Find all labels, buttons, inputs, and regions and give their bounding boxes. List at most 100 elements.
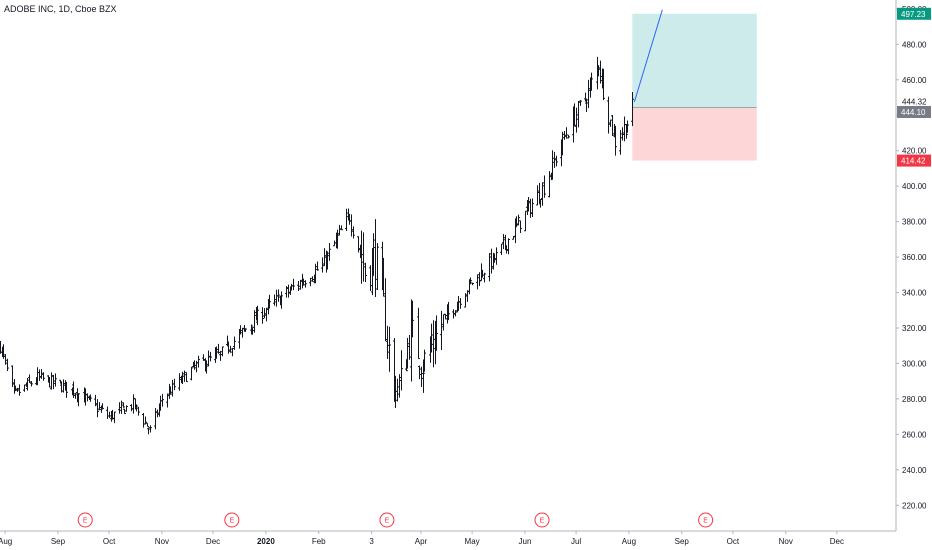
ohlc-bar xyxy=(481,270,484,278)
last-price-badge-bg xyxy=(897,105,931,118)
ohlc-bar xyxy=(599,60,602,84)
ohlc-bar xyxy=(94,394,97,407)
ohlc-bar xyxy=(362,232,365,282)
ohlc-bar xyxy=(197,355,200,368)
ohlc-bar xyxy=(263,308,266,319)
ohlc-bar xyxy=(442,314,445,331)
ohlc-bar xyxy=(309,277,312,287)
ohlc-bar xyxy=(86,393,89,402)
ohlc-bar xyxy=(181,371,184,384)
ohlc-bar xyxy=(65,381,68,398)
ohlc-bar xyxy=(548,171,551,198)
price-tick-label: 400.00 xyxy=(902,182,927,191)
earnings-circle xyxy=(379,512,395,528)
price-tick-label: 240.00 xyxy=(902,466,927,475)
ohlc-bar xyxy=(193,360,196,370)
ohlc-bar xyxy=(394,375,397,408)
ohlc-bar xyxy=(490,248,493,274)
ohlc-bar xyxy=(297,281,300,292)
ohlc-bar xyxy=(11,365,14,388)
price-tick-label: 480.00 xyxy=(902,40,927,49)
ohlc-bar xyxy=(52,374,55,390)
earnings-circle xyxy=(224,512,240,528)
ohlc-bar xyxy=(400,350,403,391)
ohlc-bar xyxy=(231,347,234,357)
ohlc-bar xyxy=(398,374,401,398)
ohlc-bar xyxy=(430,323,433,353)
ohlc-bar xyxy=(275,289,278,307)
ohlc-bar xyxy=(277,289,280,302)
time-tick-label: Apr xyxy=(415,537,428,546)
ohlc-bar xyxy=(241,327,244,338)
ohlc-bar xyxy=(302,278,305,286)
ohlc-bar xyxy=(500,243,503,255)
ohlc-bar xyxy=(411,300,414,338)
ohlc-bar xyxy=(314,263,317,284)
time-tick-label: Aug xyxy=(622,537,636,546)
ohlc-bar xyxy=(469,277,472,285)
time-tick-label: Sep xyxy=(51,537,66,546)
ohlc-bar xyxy=(631,91,634,127)
ohlc-bar xyxy=(253,310,256,333)
ohlc-bar xyxy=(54,373,57,387)
ohlc-bar xyxy=(326,251,329,270)
ohlc-bar xyxy=(251,326,254,335)
price-axis: 220.00 240.00 260.00 280.00 300.00 320.00 340.… xyxy=(895,0,927,531)
ohlc-bar xyxy=(563,131,566,140)
price-badges: 497.23 444.10 414.42 xyxy=(897,7,931,167)
time-tick-label: Aug xyxy=(0,537,12,546)
ohlc-bar xyxy=(567,134,570,139)
ohlc-bar xyxy=(299,279,302,290)
ohlc-bar xyxy=(369,265,372,292)
ohlc-bar xyxy=(89,394,92,402)
stop-price-badge-text: 414.42 xyxy=(901,157,926,166)
ohlc-bar xyxy=(304,280,307,288)
ohlc-bar xyxy=(464,293,467,308)
price-tick-label: 340.00 xyxy=(902,289,927,298)
ohlc-bar xyxy=(77,393,80,407)
ohlc-bar xyxy=(483,272,486,283)
ohlc-bar xyxy=(447,301,450,321)
price-tick-label: 320.00 xyxy=(902,324,927,333)
ohlc-bar xyxy=(101,403,104,410)
ohlc-bar xyxy=(575,107,578,133)
ohlc-bar xyxy=(74,392,77,399)
earnings-label: E xyxy=(83,518,88,525)
ohlc-bar xyxy=(543,175,546,198)
ohlc-bar xyxy=(16,387,19,392)
stop-price-badge-bg xyxy=(897,154,931,167)
ohlc-bar xyxy=(268,294,271,309)
ohlc-bar xyxy=(219,350,222,361)
ohlc-bar xyxy=(607,96,610,134)
ohlc-bar xyxy=(388,326,391,372)
ohlc-bar xyxy=(626,120,629,133)
ohlc-bar xyxy=(190,366,193,381)
ohlc-bar xyxy=(273,294,276,306)
ohlc-bar xyxy=(40,368,43,379)
ohlc-bar xyxy=(147,427,150,435)
ohlc-bar xyxy=(261,307,264,324)
ohlc-bar xyxy=(233,336,236,350)
stop-zone xyxy=(632,107,757,161)
target-price-badge: 497.23 xyxy=(897,7,931,20)
ohlc-bar xyxy=(507,238,510,255)
ohlc-bar xyxy=(524,210,527,232)
ohlc-bar xyxy=(345,208,348,231)
ohlc-bar xyxy=(169,386,172,395)
ohlc-bar xyxy=(336,229,339,249)
ohlc-bar xyxy=(585,98,588,113)
ohlc-bar xyxy=(536,185,539,206)
time-tick-label: Dec xyxy=(830,537,844,546)
ohlc-bar xyxy=(384,278,387,342)
time-tick-label: 3 xyxy=(369,537,374,546)
price-tick-label: 300.00 xyxy=(902,359,927,368)
ohlc-bar xyxy=(316,261,319,271)
ohlc-bar xyxy=(406,337,409,369)
ohlc-bar xyxy=(577,101,580,128)
ohlc-bar xyxy=(493,254,496,263)
ohlc-bar xyxy=(517,214,520,226)
ohlc-bar xyxy=(602,68,605,101)
ohlc-bar xyxy=(611,115,614,137)
ohlc-bar xyxy=(422,359,425,393)
